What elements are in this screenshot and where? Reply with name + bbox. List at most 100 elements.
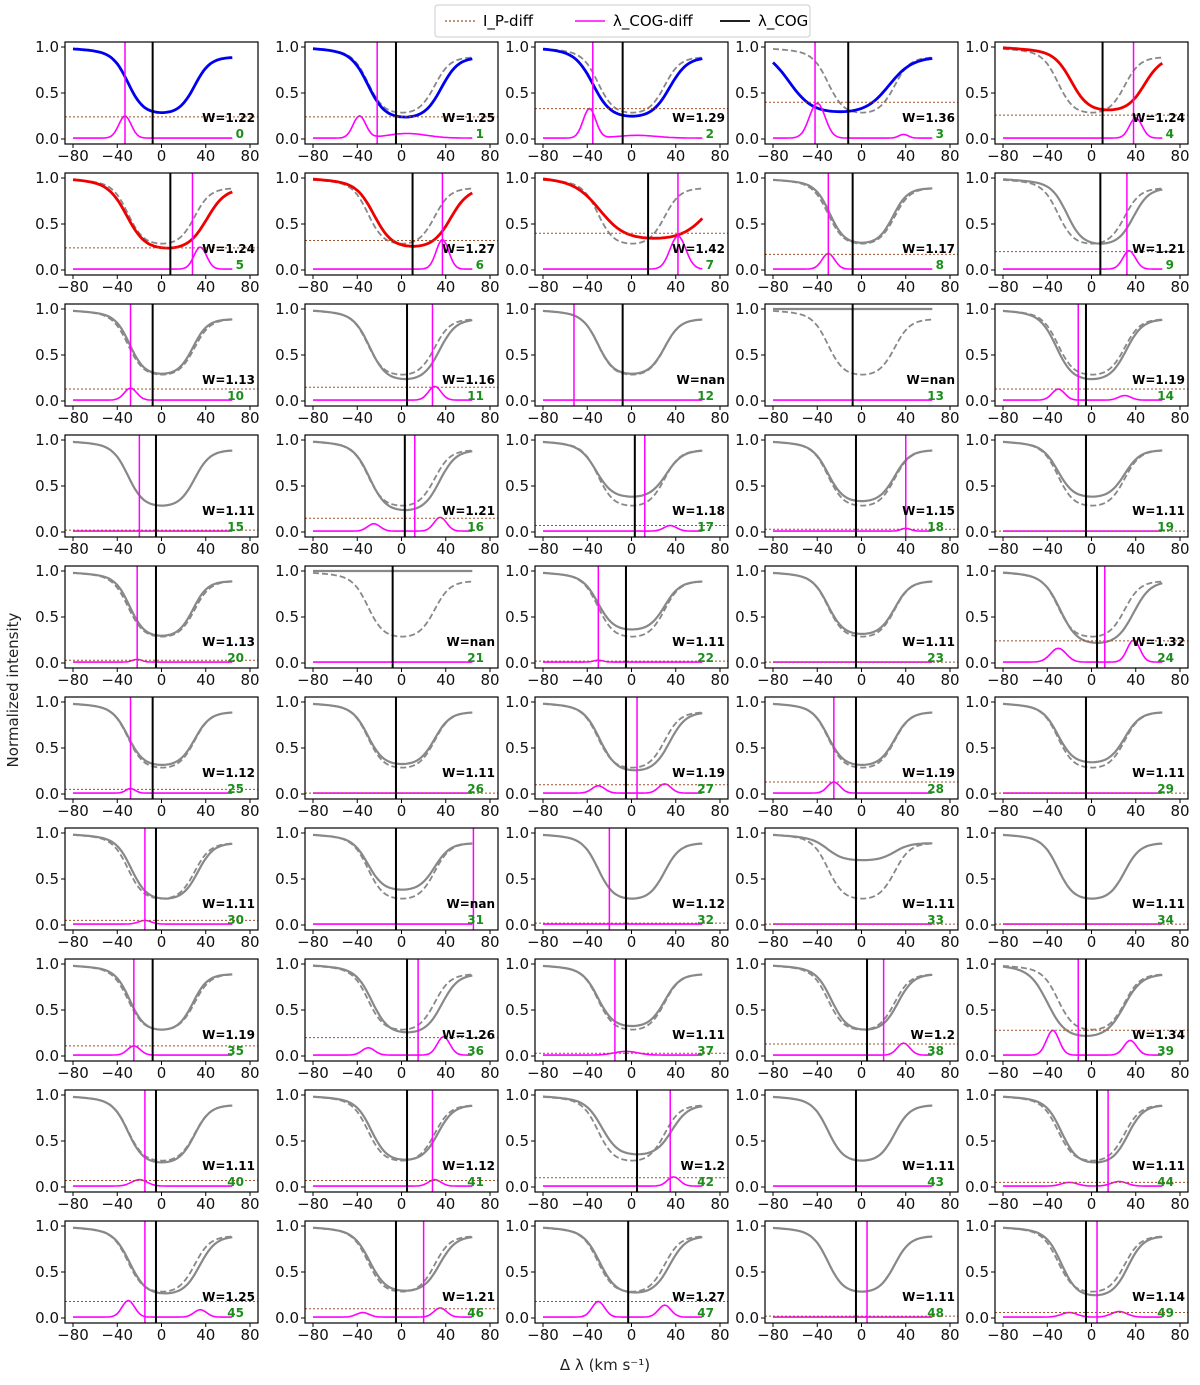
x-tick-label: −80 — [57, 147, 89, 165]
x-tick-label: −40 — [1031, 409, 1063, 427]
x-tick-label: −40 — [341, 1064, 373, 1082]
w-ratio-label: W=1.12 — [442, 1159, 495, 1173]
reference-profile-line — [312, 1227, 473, 1293]
y-tick-label: 1.0 — [735, 431, 759, 449]
observed-profile-line — [542, 1226, 703, 1294]
panel-index-label: 2 — [706, 127, 714, 141]
x-tick-label: 0 — [397, 802, 407, 820]
x-tick-label: 0 — [1087, 540, 1097, 558]
y-tick-label: 1.0 — [965, 562, 989, 580]
w-ratio-label: W=1.11 — [1132, 504, 1185, 518]
observed-profile-line — [72, 833, 233, 900]
x-tick-label: 40 — [1126, 1195, 1145, 1213]
difference-profile-line — [543, 1050, 703, 1056]
x-tick-label: −80 — [527, 671, 559, 689]
y-tick-label: 1.0 — [35, 38, 59, 56]
observed-profile-line — [542, 440, 703, 498]
w-ratio-label: W=1.16 — [442, 373, 495, 387]
x-tick-label: 0 — [1087, 1195, 1097, 1213]
y-tick-label: 1.0 — [505, 693, 529, 711]
panel-8: −80 −40 0 40 80 0.0 0.5 1.0 W=1.17 8 — [735, 169, 959, 296]
y-tick-label: 0.0 — [35, 261, 59, 279]
y-tick-label: 0.5 — [965, 870, 989, 888]
x-tick-label: −40 — [801, 671, 833, 689]
x-tick-label: 80 — [710, 409, 729, 427]
y-tick-label: 0.5 — [735, 477, 759, 495]
panel-index-label: 48 — [927, 1306, 944, 1320]
x-tick-label: 0 — [857, 147, 867, 165]
panel-0: −80 −40 0 40 80 0.0 0.5 1.0 W=1.22 0 — [35, 38, 259, 165]
y-tick-label: 1.0 — [505, 955, 529, 973]
w-ratio-label: W=1.26 — [442, 1028, 495, 1042]
x-tick-label: −80 — [527, 1195, 559, 1213]
x-tick-label: 80 — [940, 671, 959, 689]
x-tick-label: −40 — [341, 1326, 373, 1344]
y-tick-label: 1.0 — [505, 1086, 529, 1104]
w-ratio-label: W=nan — [447, 635, 495, 649]
y-tick-label: 0.0 — [735, 1309, 759, 1327]
difference-profile-line — [1003, 1310, 1163, 1318]
w-ratio-label: W=1.13 — [202, 373, 255, 387]
x-tick-label: −80 — [527, 409, 559, 427]
x-tick-label: −80 — [297, 671, 329, 689]
x-tick-label: 80 — [1170, 933, 1189, 951]
x-tick-label: −80 — [757, 1195, 789, 1213]
panel-24: −80 −40 0 40 80 0.0 0.5 1.0 W=1.32 24 — [965, 562, 1189, 689]
x-tick-label: −40 — [801, 278, 833, 296]
panel-index-label: 20 — [227, 651, 244, 665]
panel-21: −80 −40 0 40 80 0.0 0.5 1.0 W=nan 21 — [275, 562, 499, 689]
y-tick-label: 0.5 — [35, 346, 59, 364]
x-tick-label: 80 — [480, 1326, 499, 1344]
y-tick-label: 1.0 — [35, 300, 59, 318]
x-tick-label: 0 — [627, 278, 637, 296]
x-tick-label: 80 — [480, 1195, 499, 1213]
reference-profile-line — [542, 834, 703, 900]
x-tick-label: −40 — [101, 1326, 133, 1344]
y-tick-label: 0.5 — [505, 84, 529, 102]
reference-profile-line — [772, 1227, 933, 1293]
y-tick-label: 1.0 — [35, 562, 59, 580]
panel-index-label: 17 — [697, 520, 714, 534]
x-tick-label: 80 — [940, 1064, 959, 1082]
x-tick-label: −40 — [101, 540, 133, 558]
x-tick-label: 40 — [896, 1195, 915, 1213]
x-tick-label: 0 — [397, 1195, 407, 1213]
x-tick-label: −40 — [571, 933, 603, 951]
x-tick-label: 40 — [1126, 1064, 1145, 1082]
difference-profile-line — [543, 783, 703, 794]
x-tick-label: 0 — [157, 1326, 167, 1344]
w-ratio-label: W=1.19 — [902, 766, 955, 780]
w-ratio-label: W=1.19 — [202, 1028, 255, 1042]
x-tick-label: 0 — [627, 409, 637, 427]
observed-profile-line — [542, 177, 704, 240]
x-tick-label: −80 — [757, 671, 789, 689]
x-tick-label: 80 — [480, 802, 499, 820]
y-tick-label: 1.0 — [275, 1217, 299, 1235]
x-tick-label: −80 — [57, 933, 89, 951]
y-tick-label: 0.5 — [505, 739, 529, 757]
y-tick-label: 0.5 — [505, 1263, 529, 1281]
x-tick-label: 80 — [710, 671, 729, 689]
y-tick-label: 0.5 — [735, 608, 759, 626]
panel-41: −80 −40 0 40 80 0.0 0.5 1.0 W=1.12 41 — [275, 1086, 499, 1213]
w-ratio-label: W=1.17 — [902, 242, 955, 256]
panel-index-label: 42 — [697, 1175, 714, 1189]
x-tick-label: 0 — [857, 933, 867, 951]
reference-profile-line — [72, 179, 233, 245]
y-tick-label: 0.0 — [505, 130, 529, 148]
y-tick-label: 0.0 — [275, 392, 299, 410]
y-tick-label: 0.0 — [35, 523, 59, 541]
x-tick-label: 80 — [940, 540, 959, 558]
y-tick-label: 1.0 — [35, 1217, 59, 1235]
panel-index-label: 44 — [1157, 1175, 1174, 1189]
panel-35: −80 −40 0 40 80 0.0 0.5 1.0 W=1.19 35 — [35, 955, 259, 1082]
reference-profile-line — [772, 48, 933, 114]
panel-23: −80 −40 0 40 80 0.0 0.5 1.0 W=1.11 23 — [735, 562, 959, 689]
x-tick-label: 80 — [1170, 540, 1189, 558]
x-tick-label: 80 — [480, 540, 499, 558]
observed-profile-line — [312, 702, 473, 766]
x-tick-label: −80 — [527, 933, 559, 951]
x-tick-label: −40 — [101, 1064, 133, 1082]
y-tick-label: 0.5 — [275, 1001, 299, 1019]
x-tick-label: 40 — [196, 933, 215, 951]
